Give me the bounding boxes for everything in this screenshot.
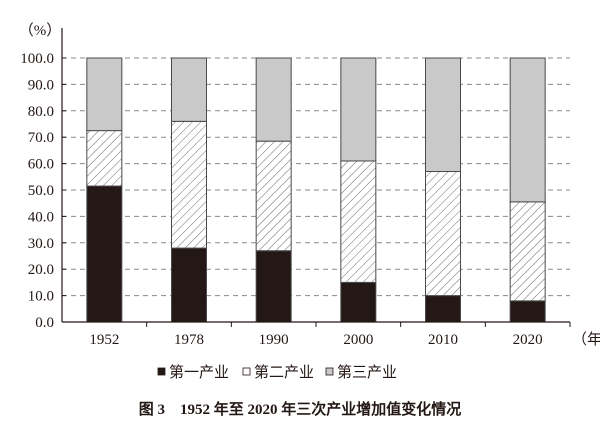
y-tick-label: 90.0 <box>28 77 54 93</box>
y-tick-label: 50.0 <box>28 183 54 199</box>
legend-swatch <box>325 367 334 376</box>
bar-segment-1-1990 <box>255 250 292 323</box>
bar-segment-2-1978 <box>171 120 207 249</box>
legend-label: 第一产业 <box>169 363 229 381</box>
legend-label: 第二产业 <box>254 363 314 381</box>
bar-segment-2-2000 <box>340 160 377 283</box>
x-tick-label: 1990 <box>259 332 289 348</box>
bar-segment-1-2020 <box>509 300 546 323</box>
y-axis-unit: （%） <box>19 22 62 39</box>
x-tick-label: 2020 <box>513 332 543 348</box>
bar-segment-2-1990 <box>255 140 292 252</box>
legend-item: 第三产业 <box>325 363 397 381</box>
bar-segment-1-1952 <box>86 185 123 323</box>
legend-label: 第三产业 <box>337 363 397 381</box>
y-tick-label: 40.0 <box>28 209 54 225</box>
y-tick-label: 10.0 <box>28 289 54 305</box>
bar-segment-1-2010 <box>425 295 461 323</box>
x-tick-label: 1952 <box>89 332 119 348</box>
legend-swatch <box>242 367 251 376</box>
x-tick-label: 2000 <box>343 332 373 348</box>
bar-segment-2-2020 <box>509 201 546 302</box>
x-tick-label: 2010 <box>428 332 458 348</box>
bar-segment-2-1952 <box>86 130 123 187</box>
bar-segment-2-2010 <box>425 171 461 297</box>
bar-segment-1-1978 <box>171 247 207 323</box>
x-axis-unit: （年） <box>572 331 600 348</box>
y-tick-label: 100.0 <box>20 51 54 67</box>
legend-item: 第二产业 <box>242 363 314 381</box>
bar-segment-3-2020 <box>509 57 546 203</box>
bar-segment-3-2010 <box>425 57 461 173</box>
bar-segment-1-2000 <box>340 281 377 323</box>
y-tick-label: 60.0 <box>28 157 54 173</box>
y-tick-label: 70.0 <box>28 130 54 146</box>
y-tick-label: 30.0 <box>28 236 54 252</box>
bar-segment-3-1990 <box>255 57 292 142</box>
figure-caption: 图 3 1952 年至 2020 年三次产业增加值变化情况 <box>138 402 462 418</box>
y-tick-label: 80.0 <box>28 104 54 120</box>
bar-segment-3-2000 <box>340 57 377 162</box>
y-tick-label: 20.0 <box>28 262 54 278</box>
bar-segment-3-1978 <box>171 57 207 122</box>
bar-segment-3-1952 <box>86 57 123 132</box>
legend-swatch <box>157 367 166 376</box>
y-tick-label: 0.0 <box>35 315 54 331</box>
legend-item: 第一产业 <box>157 363 229 381</box>
x-tick-label: 1978 <box>174 332 204 348</box>
